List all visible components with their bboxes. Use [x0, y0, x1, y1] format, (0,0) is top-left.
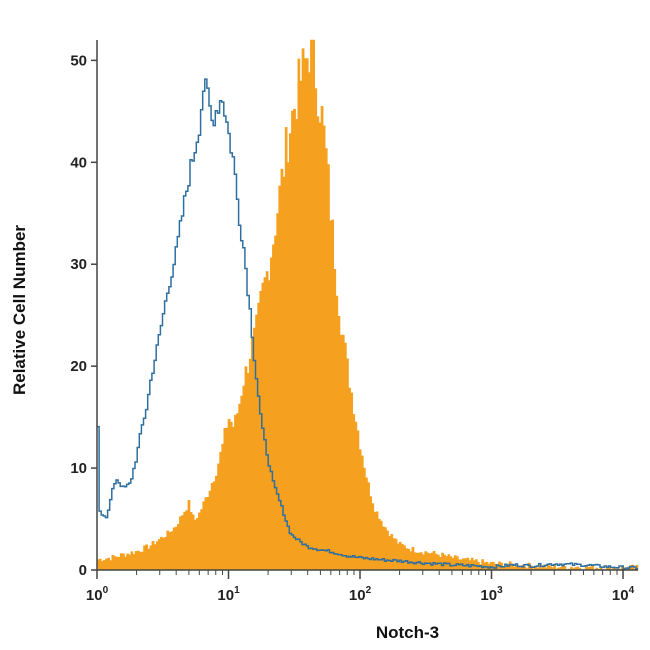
x-tick-base: 10: [612, 587, 629, 604]
x-tick-exponent: 4: [629, 585, 635, 596]
axes-layer: [96, 40, 638, 571]
y-tick-label: 20: [70, 358, 87, 375]
x-tick-label: 100: [86, 585, 109, 604]
y-tick-label: 50: [70, 52, 87, 69]
x-tick-exponent: 1: [234, 585, 240, 596]
y-tick-label: 30: [70, 256, 87, 273]
y-tick-label: 0: [79, 562, 87, 579]
x-tick-label: 101: [217, 585, 240, 604]
x-tick-base: 10: [217, 587, 234, 604]
y-axis-title: Relative Cell Number: [10, 225, 29, 395]
x-tick-label: 104: [612, 585, 635, 604]
x-tick-label: 103: [480, 585, 503, 604]
x-tick-base: 10: [349, 587, 366, 604]
series-layer: [96, 39, 639, 571]
x-axis-title: Notch-3: [376, 623, 439, 642]
y-tick-label: 40: [70, 154, 87, 171]
x-tick-base: 10: [480, 587, 497, 604]
x-tick-exponent: 2: [366, 585, 372, 596]
x-tick-exponent: 3: [497, 585, 503, 596]
x-tick-label: 102: [349, 585, 372, 604]
x-tick-base: 10: [86, 587, 103, 604]
series-filled-histogram: [96, 39, 639, 571]
y-ticks: 0 10 20 30 40 50: [70, 52, 97, 579]
y-tick-label: 10: [70, 460, 87, 477]
x-tick-exponent: 0: [103, 585, 109, 596]
series-outline-histogram: [97, 78, 638, 570]
x-ticks: 100 101 102 103 104: [86, 570, 635, 604]
